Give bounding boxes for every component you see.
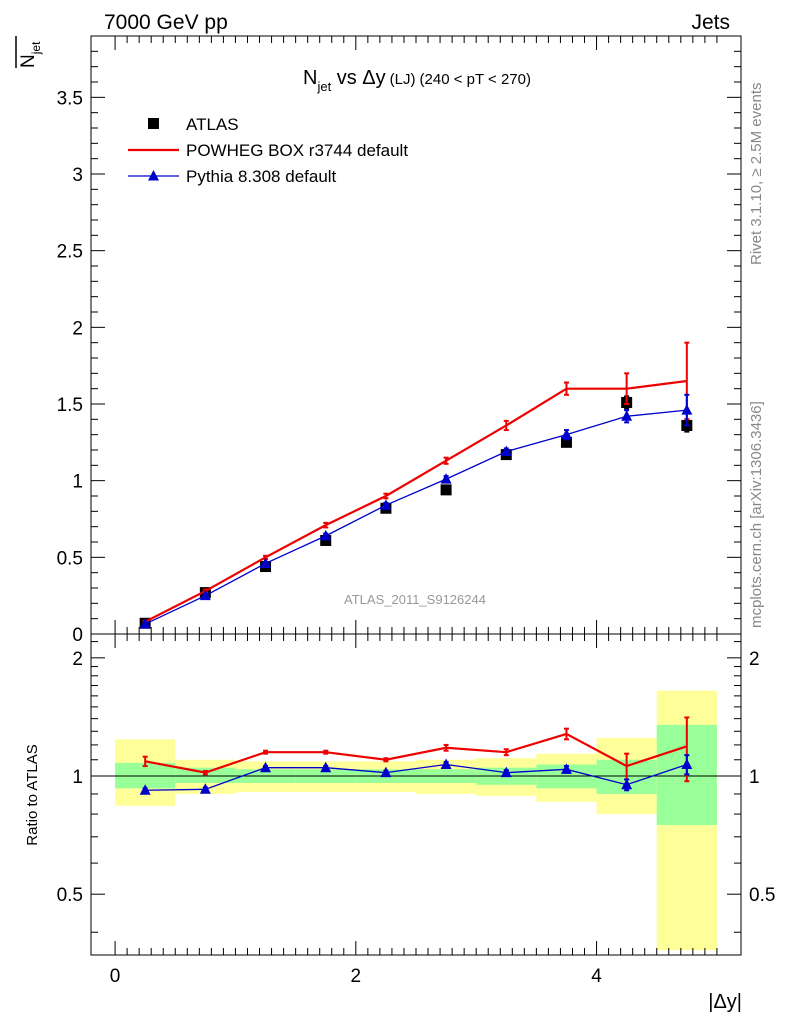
mcplots-label: mcplots.cern.ch [arXiv:1306.3436]: [748, 401, 765, 628]
main-pythia-point: [440, 473, 452, 484]
title-qualifier: (LJ): [390, 71, 416, 88]
main-ytick-label: 2: [72, 318, 83, 339]
main-pythia-point: [500, 445, 512, 457]
legend-label-atlas: ATLAS: [186, 115, 239, 134]
main-pythia-point: [260, 557, 272, 568]
main-ytick-label: 3: [72, 165, 83, 186]
main-atlas-point: [560, 436, 572, 448]
main-pythia-point: [681, 404, 693, 415]
energy-label: 7000 GeV pp: [104, 11, 228, 34]
ratio-pythia-point: [621, 778, 633, 790]
main-ytick-label: 0: [72, 625, 83, 646]
ratio-xlabel: |Δy|: [708, 991, 742, 1013]
main-ytick-label: 1.5: [57, 395, 83, 416]
main-watermark: ATLAS_2011_S9126244: [344, 592, 486, 607]
main-pythia-point: [621, 410, 633, 421]
main-ytick-label: 2.5: [57, 242, 83, 263]
legend-label-powheg: POWHEG BOX r3744 default: [186, 141, 408, 160]
legend-label-pythia: Pythia 8.308 default: [186, 167, 337, 186]
ylabel-subscript: jet: [29, 41, 43, 55]
title-cut: (240 < pT < 270): [420, 71, 531, 88]
main-powheg-line: [144, 379, 687, 623]
main-ytick-label: 1: [72, 472, 83, 493]
ratio-ytick-label-left: 2: [72, 649, 83, 670]
ratio-pythia-point: [260, 761, 272, 773]
ratio-xtick-label: 0: [110, 966, 121, 987]
main-ylabel-text: Njet: [18, 41, 43, 68]
main-ylabel: Njet: [15, 36, 43, 68]
main-atlas-point: [320, 534, 332, 546]
main-pythia-point: [139, 618, 151, 629]
ratio-pythia-point: [320, 761, 332, 773]
ratio-ytick-label-right: 1: [749, 767, 760, 788]
title-subscript: jet: [316, 79, 331, 94]
ratio-pythia-line: [145, 763, 688, 791]
main-pythia-point: [380, 499, 392, 510]
main-ytick-label: 0.5: [57, 548, 83, 569]
main-pythia-point: [199, 589, 211, 601]
legend-marker-atlas: [148, 118, 159, 129]
chart-title: Njet vs Δy (LJ) (240 < pT < 270): [303, 67, 531, 94]
ratio-ytick-label-left: 0.5: [57, 885, 83, 906]
main-pythia-point: [320, 529, 332, 541]
rivet-version-label: Rivet 3.1.10, ≥ 2.5M events: [748, 83, 765, 266]
ratio-pythia-point: [681, 758, 693, 769]
main-pythia-point: [560, 428, 572, 440]
ratio-ytick-label-right: 2: [749, 649, 760, 670]
ratio-pythia-point: [440, 758, 452, 769]
uncertainty-band-green: [175, 767, 236, 783]
ratio-ylabel: Ratio to ATLAS: [24, 744, 41, 845]
ylabel-main: N: [18, 54, 39, 68]
ratio-xtick-label: 2: [351, 966, 362, 987]
ratio-pythia-point: [380, 766, 392, 778]
main-atlas-point: [440, 484, 452, 496]
ratio-pythia-point: [139, 784, 151, 795]
ratio-ytick-label-left: 1: [72, 767, 83, 788]
title-main: N: [303, 67, 317, 89]
legend-marker-pythia: [148, 170, 159, 181]
ratio-ytick-label-right: 0.5: [749, 885, 775, 906]
ratio-xtick-label: 4: [591, 966, 602, 987]
ratio-panel: 0.5 0.5 1 1 2 2 0 2 4: [57, 633, 775, 987]
ratio-pythia-point: [199, 783, 211, 794]
main-panel: Njet vs Δy (LJ) (240 < pT < 270) ATLAS_201…: [57, 35, 742, 646]
ratio-pythia-point: [500, 766, 512, 778]
ratio-pythia-point: [560, 763, 572, 774]
main-pythia-line: [144, 409, 687, 625]
main-ytick-label: 3.5: [57, 88, 83, 109]
category-label: Jets: [691, 11, 730, 34]
ratio-powheg-line: [144, 732, 688, 774]
title-rest: vs Δy: [331, 67, 385, 89]
